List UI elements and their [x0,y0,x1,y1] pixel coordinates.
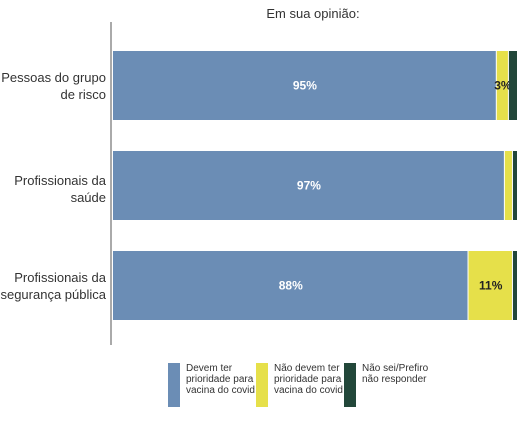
bar-segment-2-category-1 [496,51,508,120]
data-label-1-category-3: 88% [279,279,303,293]
bar-segment-1-category-3 [113,251,468,320]
data-label-2-category-1: 3% [494,79,512,93]
legend-label-yes: Devem ter prioridade para a vacina do co… [186,363,262,396]
bar-segment-1-category-1 [113,51,496,120]
legend-swatch-yes [168,363,180,407]
bar-segment-2-category-2 [504,151,512,220]
category-label-3: Profissionais da segurança pública [0,270,106,302]
legend-label-no: Não devem ter prioridade para a vacina d… [274,363,350,396]
chart-title: Em sua opinião: [266,6,360,21]
legend-label-unsure: Não sei/Prefiro não responder [362,363,429,385]
bar-segment-3-category-3 [512,251,517,320]
legend-item-yes: Devem ter prioridade para a vacina do co… [168,363,264,407]
bar-segment-3-category-2 [512,151,517,220]
data-label-1-category-1: 95% [293,79,317,93]
legend-item-unsure: Não sei/Prefiro não responder [344,363,440,407]
category-label-2: Profissionais da saúde [14,173,106,205]
legend-swatch-unsure [344,363,356,407]
bar-segment-2-category-3 [468,251,512,320]
legend-item-no: Não devem ter prioridade para a vacina d… [256,363,352,407]
category-label-1: Pessoas do grupo de risco [1,70,106,102]
legend: Devem ter prioridade para a vacina do co… [0,363,526,423]
data-label-2-category-3: 11% [479,279,503,293]
data-label-1-category-2: 97% [297,179,321,193]
bar-segment-3-category-1 [508,51,517,120]
legend-swatch-no [256,363,268,407]
bar-segment-1-category-2 [113,151,504,220]
